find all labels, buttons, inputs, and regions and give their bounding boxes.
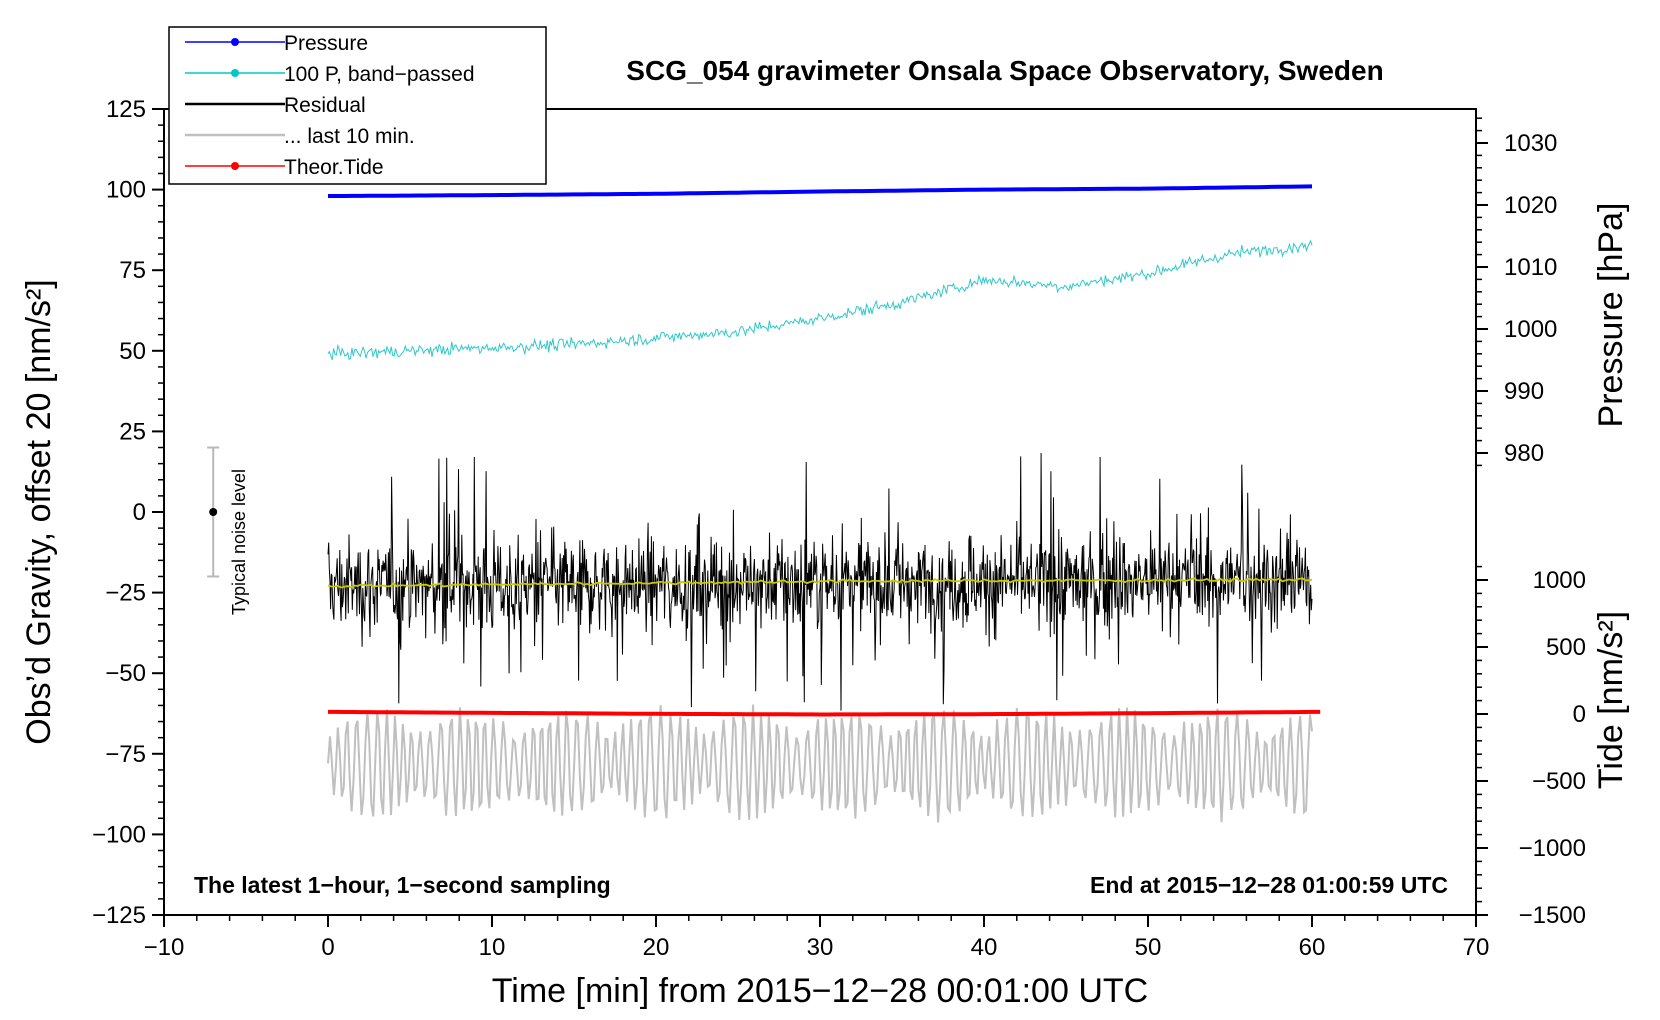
noise-center-marker <box>209 508 218 516</box>
x-tick-label: 60 <box>1299 934 1326 961</box>
legend-item: Theor.Tide <box>185 156 384 179</box>
residual-mean-line <box>327 577 1313 589</box>
x-tick-label: −10 <box>144 934 185 961</box>
legend-item: ... last 10 min. <box>185 125 415 148</box>
legend-items: Pressure 100 P, band−passed Residual ... la… <box>185 32 475 179</box>
legend-label: Theor.Tide <box>284 156 384 179</box>
y-left-axis: 125 100 75 50 25 0 −25 −50 −75 −100 −125 <box>92 96 164 929</box>
y-left-axis-title: Obs’d Gravity, offset 20 [nm/s²] <box>20 279 58 744</box>
residual-line <box>327 452 1313 711</box>
y-tick-label: −25 <box>105 580 146 607</box>
tide-tick-label: −500 <box>1532 768 1586 795</box>
tide-axis: 1000 500 0 −500 −1000 −1500 <box>1475 560 1586 929</box>
x-tick-label: 40 <box>971 934 998 961</box>
x-tick-label: 20 <box>643 934 670 961</box>
pressure-axis-title: Pressure [hPa] <box>1592 203 1630 428</box>
y-tick-label: −100 <box>92 821 146 848</box>
x-tick-label: 50 <box>1135 934 1162 961</box>
annotation-end-time: End at 2015−12−28 01:00:59 UTC <box>1090 872 1448 898</box>
y-tick-label: 100 <box>106 177 146 204</box>
legend-label: Residual <box>284 94 366 117</box>
pressure-tick-label: 1000 <box>1504 316 1557 343</box>
pressure-tick-label: 1020 <box>1504 192 1557 219</box>
annotation-sampling: The latest 1−hour, 1−second sampling <box>194 872 611 898</box>
x-tick-label: 10 <box>479 934 506 961</box>
series-layer <box>327 184 1321 823</box>
pressure-tick-label: 1030 <box>1504 130 1557 157</box>
legend-label: 100 P, band−passed <box>284 63 475 86</box>
pressure-line <box>328 184 1313 198</box>
x-axis-title: Time [min] from 2015−12−28 00:01:00 UTC <box>492 972 1148 1010</box>
y-tick-label: 50 <box>119 338 146 365</box>
legend-marker <box>231 69 239 77</box>
y-tick-label: 25 <box>119 418 146 445</box>
last-10-min-line <box>327 704 1313 823</box>
tide-tick-label: 1000 <box>1533 567 1586 594</box>
y-tick-label: 0 <box>133 499 146 526</box>
y-tick-label: 75 <box>119 257 146 284</box>
legend-item: 100 P, band−passed <box>185 63 475 86</box>
tide-tick-label: −1000 <box>1519 835 1586 862</box>
pressure-tick-label: 990 <box>1504 378 1544 405</box>
noise-label: Typical noise level <box>229 469 249 615</box>
pressure-axis: 1030 1020 1010 1000 990 980 <box>1475 109 1557 470</box>
pressure-tick-label: 980 <box>1504 440 1544 467</box>
x-tick-label: 30 <box>807 934 834 961</box>
chart-title: SCG_054 gravimeter Onsala Space Observat… <box>626 55 1383 86</box>
tide-tick-label: −1500 <box>1519 902 1586 929</box>
x-tick-label: 70 <box>1463 934 1490 961</box>
legend: Pressure 100 P, band−passed Residual ... la… <box>168 26 547 185</box>
legend-label: ... last 10 min. <box>284 125 415 148</box>
y-tick-label: −50 <box>105 660 146 687</box>
tide-tick-label: 0 <box>1573 701 1586 728</box>
tide-axis-title: Tide [nm/s²] <box>1592 611 1630 789</box>
y-tick-label: −75 <box>105 741 146 768</box>
tide-tick-label: 500 <box>1546 634 1586 661</box>
legend-label: Pressure <box>284 32 368 55</box>
x-tick-label: 0 <box>321 934 334 961</box>
y-tick-label: −125 <box>92 902 146 929</box>
legend-marker <box>231 162 239 170</box>
legend-box <box>168 26 547 185</box>
pressure-tick-label: 1010 <box>1504 254 1557 281</box>
tide-line <box>328 709 1321 717</box>
x-axis: −10 0 10 20 30 40 50 60 70 <box>144 915 1490 961</box>
band-passed-pressure-line <box>327 239 1313 361</box>
legend-item: Residual <box>185 94 366 117</box>
noise-level-indicator: Typical noise level <box>207 446 249 615</box>
legend-item: Pressure <box>185 32 368 55</box>
y-tick-label: 125 <box>106 96 146 123</box>
legend-marker <box>231 38 239 46</box>
